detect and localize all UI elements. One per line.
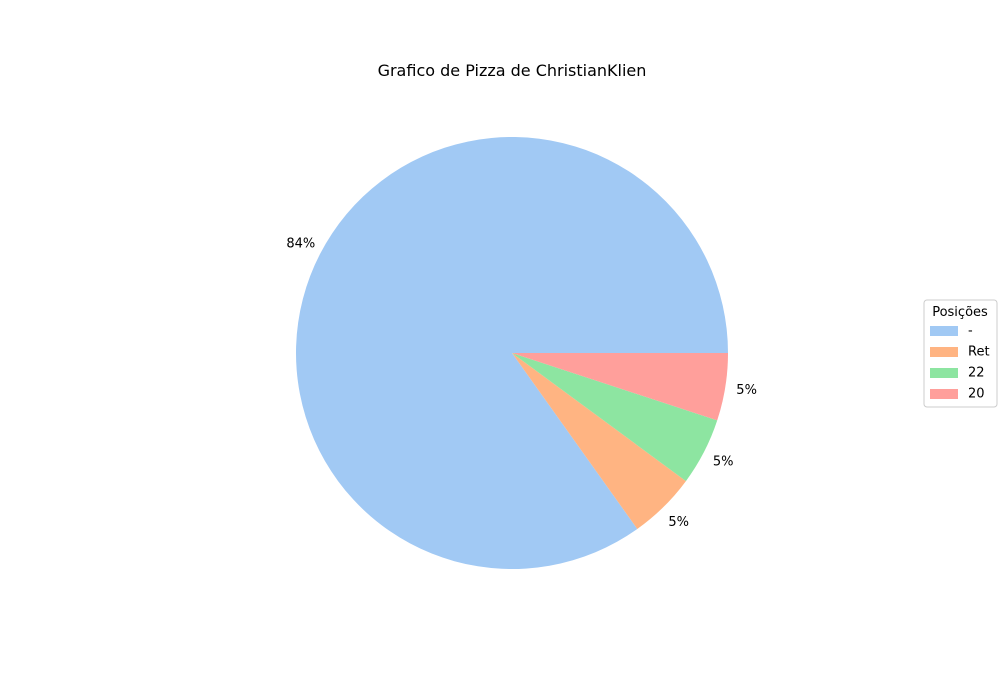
- legend-label-4: 20: [968, 387, 985, 402]
- pct-label-4: 5%: [736, 383, 757, 398]
- chart-title: Grafico de Pizza de ChristianKlien: [378, 61, 647, 80]
- pct-label-3: 5%: [713, 454, 734, 469]
- legend-label-3: 22: [968, 366, 985, 381]
- legend-swatch-1: [930, 326, 958, 336]
- percent-labels: 84% 5% 5% 5%: [286, 237, 757, 530]
- pie-slices: [296, 137, 728, 569]
- legend-swatch-3: [930, 368, 958, 378]
- pct-label-1: 84%: [286, 237, 315, 252]
- legend-label-2: Ret: [968, 345, 990, 360]
- legend-title: Posições: [932, 305, 988, 320]
- pct-label-2: 5%: [668, 515, 689, 530]
- legend-swatch-4: [930, 389, 958, 399]
- pie-slice-1: [296, 137, 728, 569]
- legend-swatch-2: [930, 347, 958, 357]
- legend: Posições - Ret 22 20: [923, 299, 998, 408]
- pie-slice-4: [512, 353, 728, 421]
- legend-items: - Ret 22 20: [930, 324, 990, 402]
- pie-slice-2: [512, 353, 686, 529]
- pie-slice-3: [512, 353, 718, 482]
- legend-label-1: -: [968, 324, 973, 339]
